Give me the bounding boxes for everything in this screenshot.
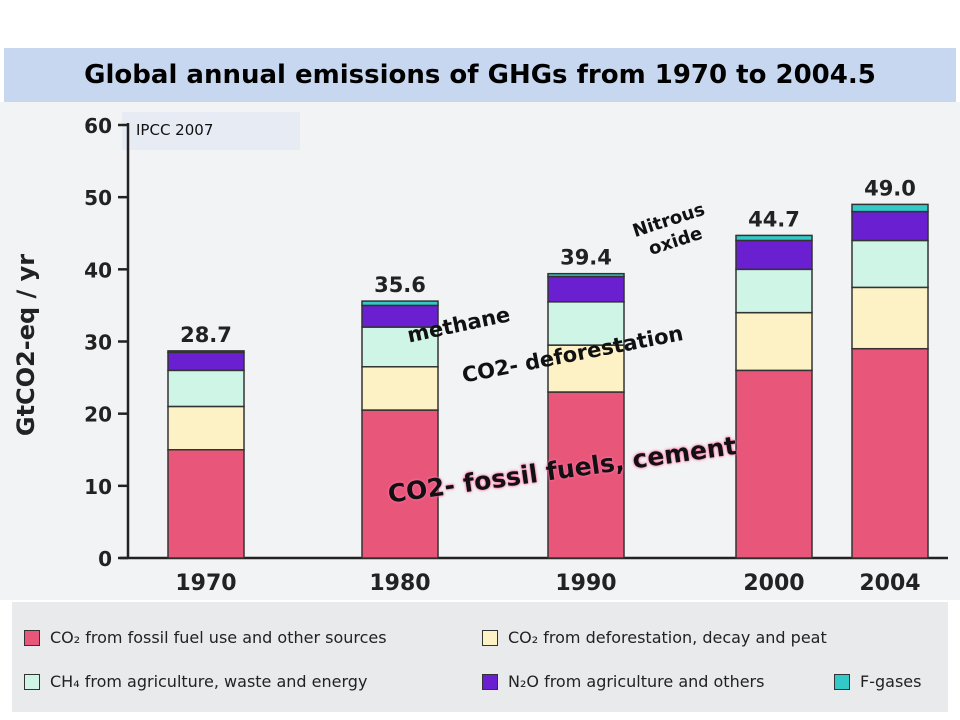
bar-segment [735,311,813,372]
legend-item-co2-deforestation: CO₂ from deforestation, decay and peat [482,628,827,647]
bar-segment [851,239,929,289]
bar-total-label: 39.4 [560,246,612,270]
bar-segment [851,347,929,559]
legend-item-fgases: F-gases [834,672,921,691]
bar-segment [547,275,625,303]
bar-segment [361,300,439,307]
bar-segment [361,366,439,411]
bar-segment [167,449,245,559]
legend-swatch-fgases [834,673,850,690]
bar-segment [547,272,625,278]
x-tick-label: 1980 [369,571,430,596]
legend-item-n2o: N₂O from agriculture and others [482,672,764,691]
legend-label-fgases: F-gases [860,672,922,691]
x-tick-label: 1970 [175,571,236,596]
bar-segment [361,409,439,559]
bar-segment [735,234,813,242]
legend-swatch-co2-deforestation [482,629,498,646]
bar-segment [851,210,929,242]
legend-swatch-ch4 [24,673,40,690]
x-tick-label: 2004 [859,571,920,596]
bar-segment [851,203,929,213]
legend-item-co2-fossil: CO₂ from fossil fuel use and other sourc… [24,628,387,647]
bar-total-label: 49.0 [864,176,916,200]
y-axis-label: GtCO2-eq / yr [12,254,40,436]
chart-title: Global annual emissions of GHGs from 197… [84,60,876,90]
y-tick-label: 20 [84,403,112,427]
legend-label-co2-fossil: CO₂ from fossil fuel use and other sourc… [50,628,387,647]
legend: CO₂ from fossil fuel use and other sourc… [12,602,948,712]
bar-segment [735,369,813,559]
y-tick-label: 50 [84,186,112,210]
chart-title-bar: Global annual emissions of GHGs from 197… [4,48,956,102]
bar-segment [167,405,245,451]
y-tick-label: 60 [84,114,112,138]
legend-label-co2-deforestation: CO₂ from deforestation, decay and peat [508,628,827,647]
bar-segment [361,326,439,368]
bar-segment [547,301,625,346]
bar-total-label: 28.7 [180,323,232,347]
y-tick-label: 0 [98,547,112,571]
legend-swatch-co2-fossil [24,629,40,646]
source-note: IPCC 2007 [122,112,300,150]
legend-label-ch4: CH₄ from agriculture, waste and energy [50,672,368,691]
bar-segment [735,268,813,314]
bar-segment [547,391,625,559]
bar-segment [547,344,625,393]
bar-segment [167,351,245,372]
x-tick-label: 2000 [743,571,804,596]
y-tick-label: 40 [84,258,112,282]
legend-swatch-n2o [482,673,498,690]
y-tick-label: 10 [84,475,112,499]
legend-item-ch4: CH₄ from agriculture, waste and energy [24,672,367,691]
y-tick-label: 30 [84,331,112,355]
bar-segment [167,369,245,408]
x-tick-label: 1990 [555,571,616,596]
bar-total-label: 44.7 [748,207,800,231]
legend-label-n2o: N₂O from agriculture and others [508,672,765,691]
bar-segment [735,239,813,271]
bar-total-label: 35.6 [374,273,426,297]
bar-segment [167,350,245,354]
bar-segment [851,286,929,350]
